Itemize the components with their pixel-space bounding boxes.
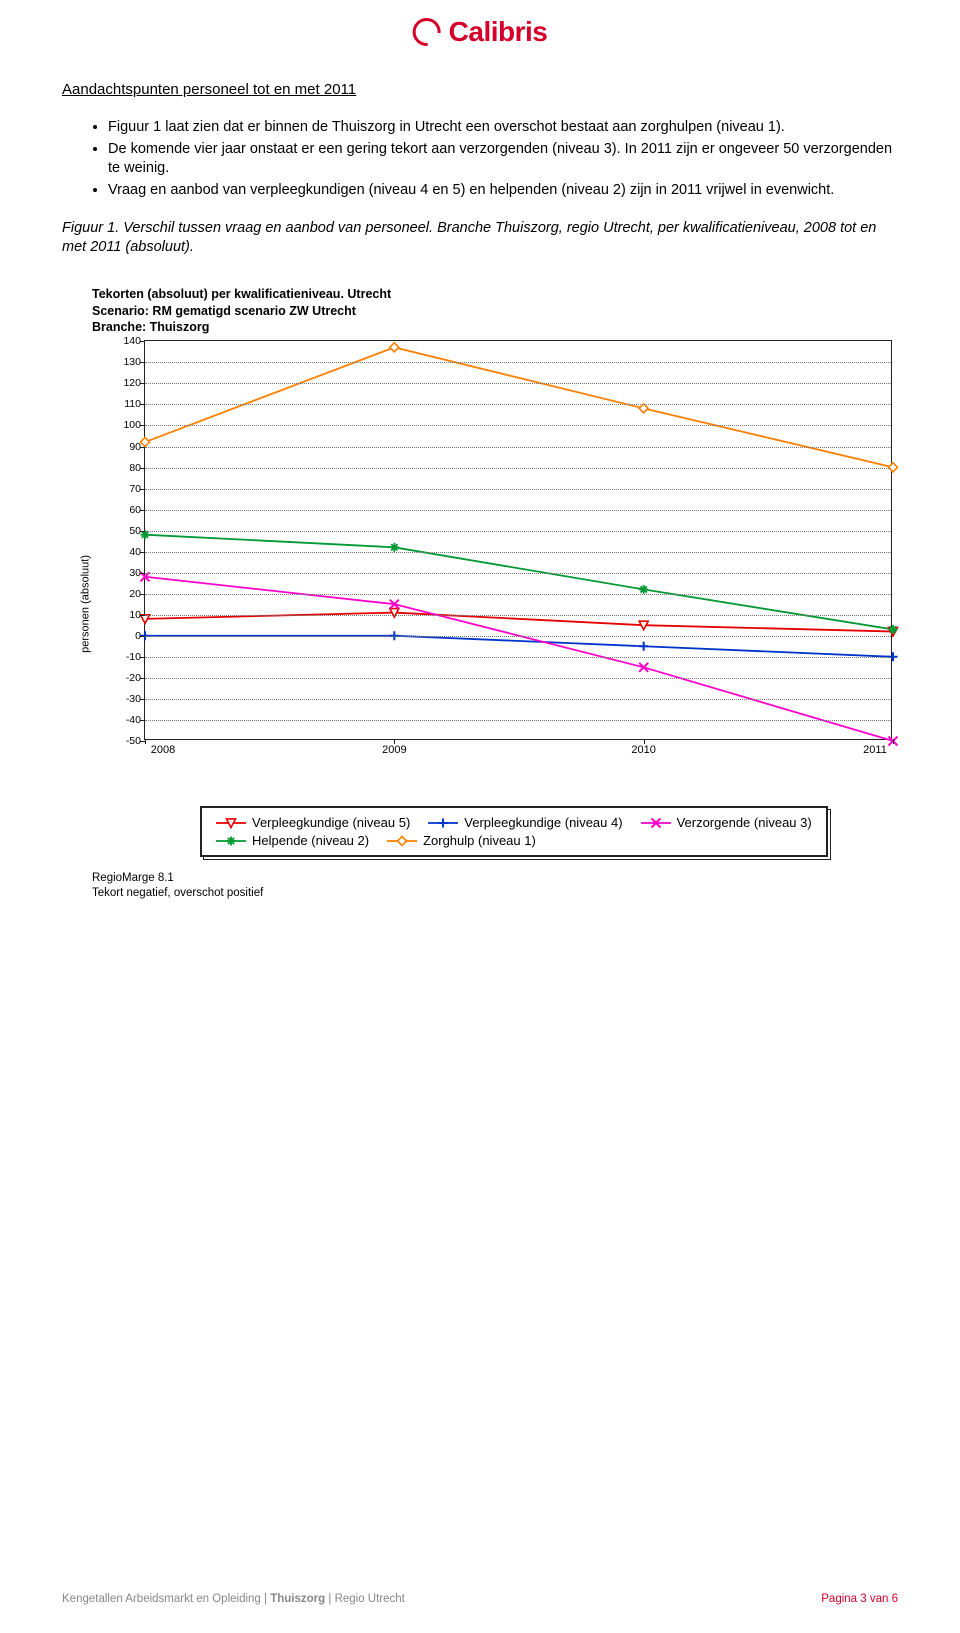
plot-area: -50-40-30-20-100102030405060708090100110… xyxy=(144,340,892,740)
x-tick-label: 2010 xyxy=(631,743,655,758)
chart-legend: Verpleegkundige (niveau 5) Verpleegkundi… xyxy=(200,806,828,857)
y-axis-label: personen (absoluut) xyxy=(79,555,94,653)
legend-label: Zorghulp (niveau 1) xyxy=(423,832,536,850)
footnote-line: Tekort negatief, overschot positief xyxy=(92,886,898,901)
footer-left: Kengetallen Arbeidsmarkt en Opleiding | … xyxy=(62,1593,405,1605)
chart-title: Tekorten (absoluut) per kwalificatienive… xyxy=(92,286,898,337)
footer-part: Regio Utrecht xyxy=(335,1593,405,1605)
list-item: Vraag en aanbod van verpleegkundigen (ni… xyxy=(108,181,898,201)
y-tick-label: 10 xyxy=(129,608,141,622)
legend-item: Verpleegkundige (niveau 5) xyxy=(216,814,410,832)
x-tick-label: 2009 xyxy=(382,743,406,758)
page-footer: Kengetallen Arbeidsmarkt en Opleiding | … xyxy=(62,1593,898,1605)
chart-title-line: Scenario: RM gematigd scenario ZW Utrech… xyxy=(92,303,898,320)
y-tick-label: -30 xyxy=(126,692,141,706)
y-tick-label: 70 xyxy=(129,482,141,496)
y-tick-label: 100 xyxy=(123,418,141,432)
legend-swatch xyxy=(216,816,246,830)
legend-label: Verzorgende (niveau 3) xyxy=(677,814,812,832)
y-tick-label: 60 xyxy=(129,503,141,517)
chart-title-line: Branche: Thuiszorg xyxy=(92,319,898,336)
legend-item: Verzorgende (niveau 3) xyxy=(641,814,812,832)
x-tick-label: 2008 xyxy=(151,743,175,758)
y-tick-label: -40 xyxy=(126,713,141,727)
footer-part: Kengetallen Arbeidsmarkt en Opleiding xyxy=(62,1593,261,1605)
footer-part: Thuiszorg xyxy=(270,1593,325,1605)
list-item: Figuur 1 laat zien dat er binnen de Thui… xyxy=(108,118,898,138)
chart-block: Tekorten (absoluut) per kwalificatienive… xyxy=(92,286,898,858)
legend-label: Helpende (niveau 2) xyxy=(252,832,369,850)
y-tick-label: 40 xyxy=(129,545,141,559)
chart-area: personen (absoluut) -50-40-30-20-1001020… xyxy=(92,340,892,770)
legend-label: Verpleegkundige (niveau 5) xyxy=(252,814,410,832)
legend-swatch xyxy=(641,816,671,830)
legend-item: Helpende (niveau 2) xyxy=(216,832,369,850)
y-tick-label: -10 xyxy=(126,650,141,664)
list-item: De komende vier jaar onstaat er een geri… xyxy=(108,140,898,179)
legend-item: Verpleegkundige (niveau 4) xyxy=(428,814,622,832)
y-tick-label: 20 xyxy=(129,587,141,601)
chart-svg xyxy=(145,341,893,741)
y-tick-label: 0 xyxy=(135,629,141,643)
y-tick-label: 80 xyxy=(129,460,141,474)
legend-swatch xyxy=(216,834,246,848)
brand-name: Calibris xyxy=(449,16,548,48)
y-tick-label: 140 xyxy=(123,334,141,348)
figure-caption: Figuur 1. Verschil tussen vraag en aanbo… xyxy=(62,219,898,258)
legend-label: Verpleegkundige (niveau 4) xyxy=(464,814,622,832)
legend-swatch xyxy=(387,834,417,848)
chart-title-line: Tekorten (absoluut) per kwalificatienive… xyxy=(92,286,898,303)
brand-logo: Calibris xyxy=(413,16,548,48)
y-tick-label: 30 xyxy=(129,566,141,580)
legend-item: Zorghulp (niveau 1) xyxy=(387,832,536,850)
y-tick-label: 120 xyxy=(123,376,141,390)
x-tick-label: 2011 xyxy=(863,743,887,758)
brand-logo-mark xyxy=(413,18,441,46)
footer-page-number: Pagina 3 van 6 xyxy=(821,1593,898,1605)
y-tick-label: -20 xyxy=(126,671,141,685)
y-tick-label: 90 xyxy=(129,439,141,453)
chart-footnotes: RegioMarge 8.1 Tekort negatief, overscho… xyxy=(92,871,898,901)
y-tick-label: 130 xyxy=(123,355,141,369)
y-tick-label: -50 xyxy=(126,734,141,748)
y-tick-label: 110 xyxy=(124,397,141,411)
bullet-list: Figuur 1 laat zien dat er binnen de Thui… xyxy=(62,118,898,200)
y-tick-label: 50 xyxy=(129,524,141,538)
section-heading: Aandachtspunten personeel tot en met 201… xyxy=(62,80,898,100)
footnote-line: RegioMarge 8.1 xyxy=(92,871,898,886)
legend-swatch xyxy=(428,816,458,830)
